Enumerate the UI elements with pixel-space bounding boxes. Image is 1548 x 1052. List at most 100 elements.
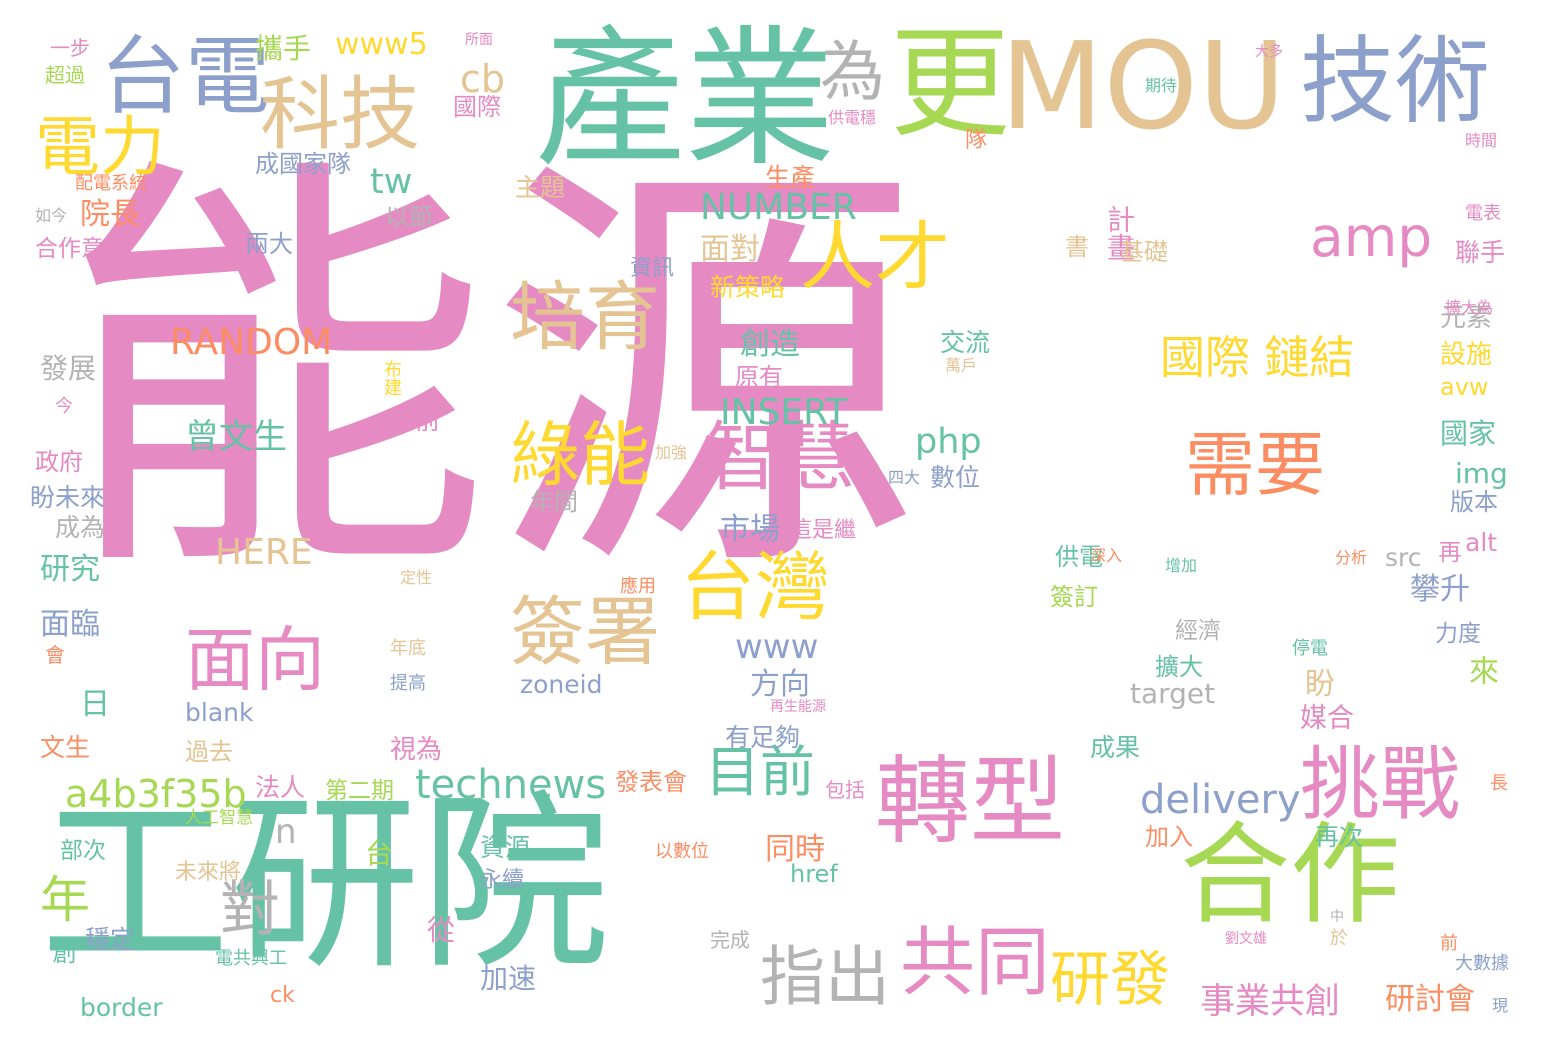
word-item-106: 供電 (1055, 543, 1103, 571)
word-item-16: 需要 (1185, 424, 1325, 506)
word-ck: ck (270, 983, 295, 1008)
word-item-151: 萬戶 (945, 356, 978, 375)
word-item-22: 合作 (1180, 811, 1400, 939)
word-item-86: 資源 (480, 833, 531, 862)
word-item-121: 聯手 (1455, 238, 1506, 267)
word-item-109: 擴大 (1155, 653, 1203, 681)
word-item-148: 深入 (1090, 546, 1123, 565)
word-zoneid: zoneid (520, 670, 603, 699)
word-item-68: 數位 (930, 463, 981, 492)
word-item-63: 交流 (940, 328, 991, 357)
word-item-56: 資訊 (630, 256, 675, 281)
word-item-74: 盼未來 (30, 483, 106, 512)
word-number: NUMBER (700, 187, 857, 228)
word-item-127: 如今 (35, 206, 68, 225)
word-item-25: 研發 (1050, 945, 1170, 1015)
word-item-156: 所面 (465, 32, 493, 48)
word-item-54: 兩大 (245, 230, 293, 258)
word-random: RANDOM (170, 322, 333, 363)
word-item-111: 成果 (1090, 733, 1141, 762)
word-item-136: 應用 (620, 576, 656, 597)
word-item-107: 簽訂 (1050, 583, 1098, 611)
word-item-55: 面對 (700, 232, 760, 267)
word-item-8: 電力 (35, 110, 166, 185)
word-item-129: 會 (45, 643, 65, 667)
word-cb: cb (460, 57, 506, 101)
word-item-157: 時間 (1465, 131, 1498, 150)
word-item-7: 科技 (260, 68, 420, 161)
word-item-82: 未來將 (175, 860, 242, 885)
word-item-134: 人工智慧 (185, 808, 253, 828)
word-item-139: 長 (1490, 773, 1508, 794)
word-item-128: 今 (55, 396, 73, 417)
word-item-15: 智慧 (705, 413, 856, 501)
word-item-138: 再生能源 (770, 699, 826, 715)
word-item-10: 人才 (800, 213, 951, 301)
word-item-142: 中 (1330, 909, 1344, 925)
word-alt: alt (1465, 528, 1498, 557)
word-item-46: 攜手 (255, 32, 312, 65)
word-item-160: 劉文雄 (1225, 931, 1267, 947)
word-item-122: 再 (1434, 540, 1460, 563)
word-item-137: 加強 (655, 443, 688, 462)
word-delivery: delivery (1140, 777, 1301, 823)
word-item-124: 國際 (453, 93, 501, 121)
word-item-77: 過去 (185, 738, 233, 766)
word-item-5: 更 (890, 15, 1010, 154)
word-item-81: 部次 (60, 838, 106, 864)
word-item-64: 發展 (40, 352, 97, 385)
word-avw: avw (1440, 373, 1489, 401)
word-item-154: 期待 (1145, 76, 1178, 95)
word-item-144: 現 (1492, 996, 1509, 1015)
word-item-61: 創造 (740, 327, 800, 362)
word-insert: INSERT (720, 392, 848, 433)
word-img: img (1455, 457, 1508, 490)
word-item-17: 台灣 (680, 543, 831, 631)
word-item-65: 此前 (390, 406, 441, 435)
word-href: href (790, 860, 838, 888)
word-item-119: 設施 (1440, 340, 1493, 370)
word-item-125: 超過 (45, 63, 85, 87)
word-item-135: 電共興工 (215, 948, 287, 969)
word-item-118: 版本 (1450, 488, 1498, 516)
word-item-50: 成國家隊 (255, 150, 351, 178)
word-item-20: 挑戰 (1300, 738, 1460, 831)
word-item-58: 計畫 (1103, 205, 1136, 261)
word-item-72: 日 (80, 687, 110, 722)
word-item-53: 以節 (385, 203, 433, 231)
word-a4b3f35b: a4b3f35b (65, 772, 247, 816)
word-item-145: 停電 (1292, 638, 1328, 659)
word-item-48: 合作意向 (35, 236, 127, 262)
word-item-18: 簽署 (510, 588, 661, 676)
word-item-104: 發表會 (615, 768, 687, 796)
word-item-6: 台電 (100, 28, 271, 127)
word-item-13: 國際 鏈結 (1160, 331, 1355, 384)
word-amp: amp (1310, 205, 1433, 269)
word-item-101: 盼 (1305, 667, 1335, 702)
word-item-102: 有足夠 (725, 723, 801, 752)
word-target: target (1130, 677, 1216, 710)
word-item-141: 於 (1330, 928, 1348, 949)
word-item-73: 政府 (35, 448, 83, 476)
word-tw: tw (370, 162, 413, 202)
word-item-110: 媒合 (1300, 703, 1354, 734)
word-item-78: 視為 (390, 735, 443, 765)
word-item-71: 面臨 (40, 607, 100, 642)
word-item-69: 年間 (530, 488, 578, 516)
word-www: www (735, 627, 819, 667)
word-item-0: 能源 (60, 125, 920, 625)
word-item-152: 定性 (400, 568, 433, 587)
word-item-87: 永續 (480, 868, 525, 893)
word-item-108: 經濟 (1175, 618, 1221, 644)
word-item-60: 基礎 (1120, 238, 1168, 266)
word-item-120: 元素 (1440, 303, 1493, 333)
word-item-105: 包括 (825, 778, 865, 802)
word-item-132: 完成 (710, 928, 750, 952)
word-item-76: 文生 (40, 733, 91, 762)
word-item-2: 產業 (535, 13, 836, 187)
word-item-85: 台 (365, 837, 394, 870)
word-item-143: 大數據 (1455, 953, 1509, 974)
word-item-140: 前 (1440, 933, 1458, 954)
word-item-115: 來 (1463, 655, 1498, 685)
